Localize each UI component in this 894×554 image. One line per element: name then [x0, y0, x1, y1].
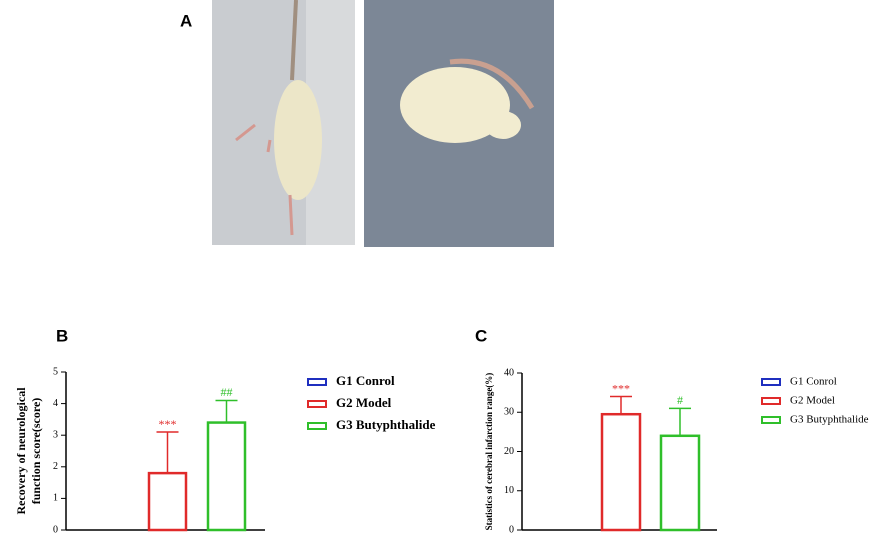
bar — [659, 434, 701, 532]
bar — [600, 412, 642, 532]
legend-swatch — [761, 397, 781, 405]
legend-label: G2 Model — [790, 395, 835, 407]
y-tick-label: 0 — [509, 524, 514, 535]
y-tick-label: 10 — [504, 485, 514, 496]
legend-swatch — [307, 378, 327, 386]
legend-label: G1 Conrol — [790, 376, 837, 388]
legend-label: G2 Model — [336, 395, 392, 410]
legend-swatch — [307, 422, 327, 430]
bar — [206, 421, 247, 532]
significance-label: # — [677, 393, 683, 407]
legend-label: G3 Butyphthalide — [790, 414, 869, 426]
y-axis-label: function score(score) — [29, 398, 43, 505]
panel-label: A — [180, 11, 192, 30]
y-axis-label: Recovery of neurological — [14, 387, 28, 515]
y-tick-label: 20 — [504, 446, 514, 457]
y-tick-label: 40 — [504, 367, 514, 378]
y-tick-label: 5 — [53, 366, 58, 377]
bar — [147, 471, 188, 532]
legend-swatch — [761, 416, 781, 424]
legend-swatch — [307, 400, 327, 408]
y-tick-label: 2 — [53, 461, 58, 472]
photo-hanging — [212, 0, 355, 245]
y-tick-label: 4 — [53, 398, 58, 409]
legend-swatch — [761, 378, 781, 386]
y-axis-label: Statistics of cerebral infarction range(… — [484, 373, 494, 531]
y-tick-label: 3 — [53, 429, 58, 440]
y-tick-label: 1 — [53, 493, 58, 504]
legend-label: G1 Conrol — [336, 373, 395, 388]
significance-label: ## — [221, 385, 233, 399]
panel-label: C — [475, 326, 487, 345]
panel-label: B — [56, 326, 68, 345]
significance-label: *** — [612, 381, 630, 395]
y-tick-label: 0 — [53, 524, 58, 535]
legend-label: G3 Butyphthalide — [336, 417, 436, 432]
significance-label: *** — [159, 417, 177, 431]
y-tick-label: 30 — [504, 407, 514, 418]
photo-standing — [364, 0, 554, 247]
